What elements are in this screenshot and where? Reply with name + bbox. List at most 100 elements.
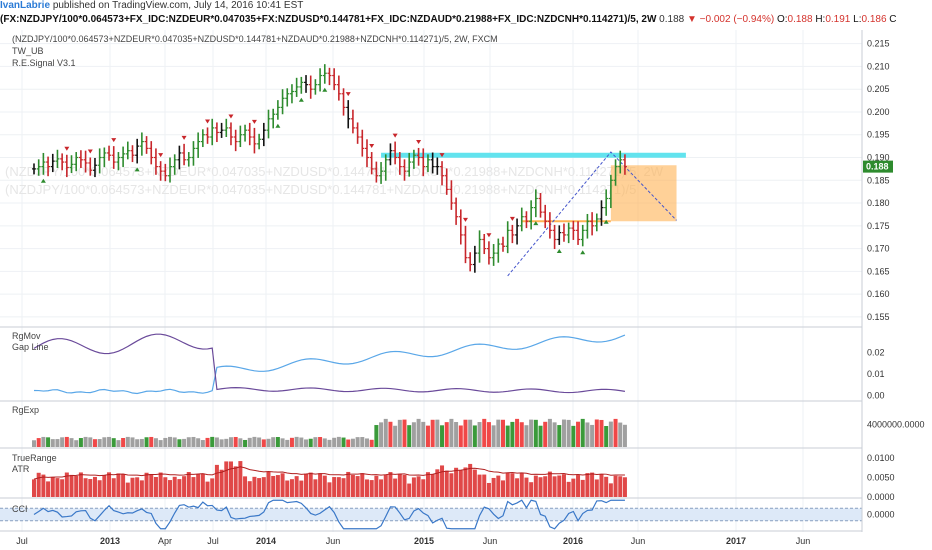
cci-label[interactable]: CCI: [12, 504, 28, 514]
price-bar: [566, 222, 571, 244]
truerange-bar: [449, 473, 454, 497]
rgexp-bar: [590, 424, 595, 447]
rgmov-label[interactable]: RgMov: [12, 331, 41, 341]
x-tick-label: 2016: [563, 536, 583, 546]
sell-signal-icon: [181, 135, 187, 140]
rgexp-bar: [468, 419, 473, 447]
truerange-bar: [369, 480, 374, 497]
rgexp-bar: [74, 440, 79, 447]
rgexp-bar: [219, 439, 224, 447]
atr-label[interactable]: ATR: [12, 464, 30, 474]
price-bar: [435, 157, 440, 175]
price-bar: [444, 168, 449, 195]
rgexp-bar: [571, 425, 576, 447]
truerange-bar: [364, 479, 369, 497]
watermark-line2: (NZDJPY/100*0.064573+NZDEUR*0.047035+NZD…: [5, 182, 636, 197]
target-zone: [610, 165, 677, 222]
truerange-bar: [543, 476, 548, 497]
price-bar: [468, 252, 473, 272]
rgexp-bar: [214, 437, 219, 447]
rgexp-bar: [552, 422, 557, 447]
price-bar: [289, 84, 294, 104]
rgexp-bar: [163, 437, 168, 447]
rgexp-bar: [355, 437, 360, 447]
close-label: C: [889, 14, 897, 25]
legend-study-tw-ub[interactable]: TW_UB: [12, 46, 44, 56]
gapline-label[interactable]: Gap Line: [12, 342, 49, 352]
rgexp-bar: [618, 422, 623, 447]
rgexp-bar: [69, 438, 74, 447]
price-bar: [252, 127, 257, 154]
truerange-bar: [425, 472, 430, 497]
price-bar: [383, 154, 388, 181]
rgexp-bar: [238, 438, 243, 447]
truerange-bar: [116, 473, 121, 497]
symbol-name[interactable]: (FX:NZDJPY/100*0.064573+FX_IDC:NZDEUR*0.…: [0, 14, 657, 25]
truerange-bar: [219, 469, 224, 497]
rgexp-bar: [524, 425, 529, 447]
rgexp-bar: [88, 437, 93, 447]
rgexp-bar: [576, 421, 581, 447]
rgexp-bar: [32, 440, 36, 447]
grid: [0, 30, 862, 532]
truerange-label[interactable]: TrueRange: [12, 453, 57, 463]
rgexp-pane[interactable]: [32, 418, 627, 447]
price-pane[interactable]: [32, 64, 686, 277]
rgmov-pane[interactable]: [33, 333, 626, 395]
rgmov-line: [33, 334, 626, 395]
truerange-bar: [397, 473, 402, 497]
rgexp-bar: [388, 421, 393, 447]
rgexp-bar: [172, 437, 177, 447]
price-bar: [172, 154, 177, 175]
price-bar: [613, 159, 618, 186]
price-bar: [41, 152, 46, 175]
chart-area[interactable]: (NZDJPY/100*0.064573+NZDEUR*0.047035+NZD…: [0, 28, 932, 550]
truerange-bar: [186, 472, 191, 497]
cci-pane[interactable]: [0, 499, 862, 530]
truerange-bar: [327, 482, 332, 497]
price-bar: [83, 150, 88, 173]
price-bar: [543, 204, 548, 229]
rgexp-bar: [496, 419, 501, 447]
legend-title[interactable]: (NZDJPY/100*0.064573+NZDEUR*0.047035+NZD…: [12, 34, 498, 44]
price-bar: [153, 148, 158, 175]
price-bar: [350, 109, 355, 134]
truerange-bar: [608, 483, 613, 497]
rgexp-bar: [613, 418, 618, 447]
truerange-bar: [299, 480, 304, 497]
truerange-bar: [472, 469, 477, 497]
author-link[interactable]: IvanLabrie: [0, 0, 51, 11]
rgexp-bar: [92, 439, 97, 447]
truerange-bar: [60, 479, 65, 497]
price-bar: [538, 193, 543, 218]
sell-signal-icon: [509, 216, 515, 221]
price-bar: [374, 161, 379, 183]
price-bar: [622, 154, 627, 175]
truerange-bar: [228, 461, 233, 497]
truerange-pane[interactable]: [32, 461, 627, 497]
price-bar: [74, 152, 79, 172]
rgexp-bar: [538, 425, 543, 447]
sell-signal-icon: [111, 138, 117, 143]
rgexp-bar: [196, 438, 201, 447]
rgexp-bar: [36, 438, 41, 447]
x-tick-label: 2013: [100, 536, 120, 546]
rgexp-bar: [341, 437, 346, 447]
rgexp-bar: [280, 438, 285, 447]
truerange-bar: [411, 477, 416, 497]
truerange-bar: [318, 473, 323, 497]
rgexp-bar: [139, 438, 144, 447]
y-tick-label: 0.185: [867, 175, 890, 185]
legend-study-resignal[interactable]: R.E.Signal V3.1: [12, 58, 76, 68]
rgmov-y-tick: 0.01: [867, 369, 885, 379]
rgexp-label[interactable]: RgExp: [12, 405, 39, 415]
price-bar: [440, 161, 445, 186]
price-bar: [458, 209, 463, 245]
price-bar: [397, 152, 402, 175]
truerange-bar: [566, 481, 571, 497]
buy-signal-icon: [580, 250, 586, 255]
rgexp-bar: [64, 436, 69, 447]
truerange-bar: [440, 465, 445, 497]
truerange-bar: [41, 474, 46, 497]
y-tick-label: 0.200: [867, 107, 890, 117]
